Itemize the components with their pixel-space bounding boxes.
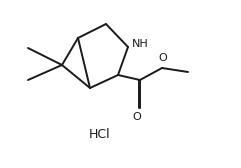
Text: NH: NH <box>132 39 149 49</box>
Text: HCl: HCl <box>89 129 111 141</box>
Text: O: O <box>133 112 141 122</box>
Text: O: O <box>159 53 167 63</box>
